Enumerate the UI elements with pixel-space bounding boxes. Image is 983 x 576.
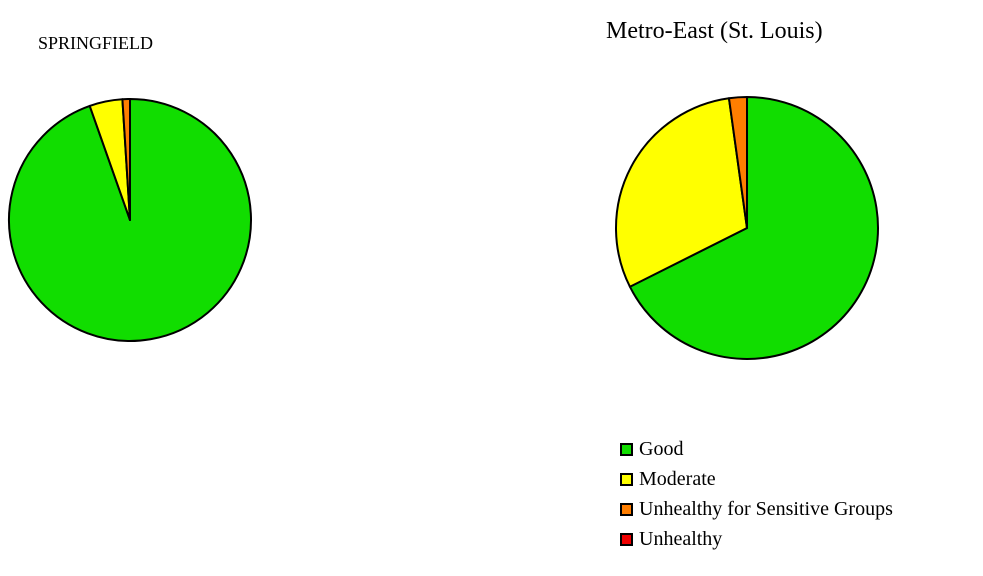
legend-item-unhealthy: Unhealthy <box>620 524 893 554</box>
legend-item-moderate: Moderate <box>620 464 893 494</box>
metro-east-slice-good <box>628 96 879 360</box>
pie-chart-metro-east <box>615 96 879 360</box>
legend: Good Moderate Unhealthy for Sensitive Gr… <box>620 434 893 554</box>
metro-east-slice-moderate <box>615 97 748 288</box>
legend-label-unhealthy: Unhealthy <box>639 527 723 550</box>
chart-title-metro-east: Metro-East (St. Louis) <box>606 18 823 44</box>
legend-label-good: Good <box>639 437 684 460</box>
legend-swatch-usg <box>620 502 633 516</box>
metro-east-slice-unhealthy-for-sensitive-groups <box>727 96 748 229</box>
legend-item-good: Good <box>620 434 893 464</box>
pie-chart-springfield <box>8 98 252 342</box>
legend-item-usg: Unhealthy for Sensitive Groups <box>620 494 893 524</box>
legend-label-moderate: Moderate <box>639 467 716 490</box>
springfield-slice-unhealthy-for-sensitive-groups <box>121 98 131 221</box>
legend-swatch-moderate <box>620 472 633 486</box>
legend-label-usg: Unhealthy for Sensitive Groups <box>639 497 893 520</box>
chart-title-springfield: SPRINGFIELD <box>38 33 154 53</box>
legend-swatch-unhealthy <box>620 532 633 546</box>
legend-swatch-good <box>620 442 633 456</box>
